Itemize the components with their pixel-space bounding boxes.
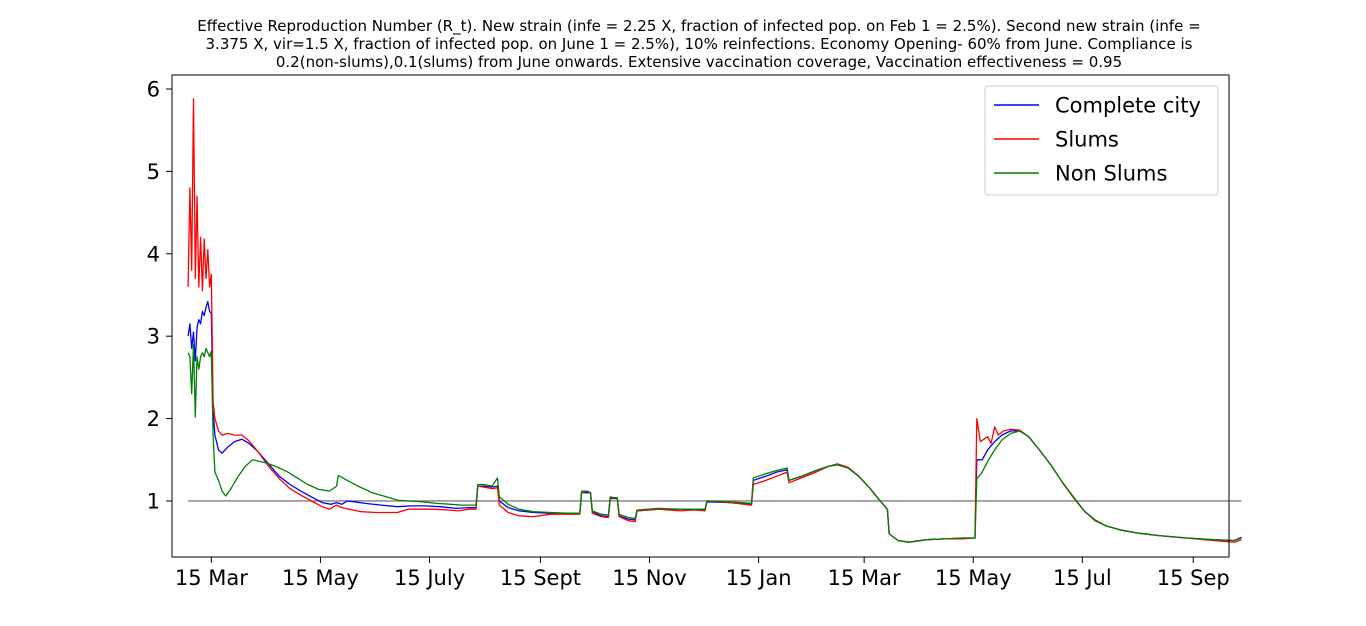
x-tick-label: 15 Jul	[1053, 566, 1112, 590]
title-line-1: Effective Reproduction Number (R_t). New…	[197, 17, 1200, 36]
x-tick-label: 15 Mar	[175, 566, 248, 590]
y-axis: 1 2 3 4 5 6	[147, 78, 172, 513]
x-tick-label: 15 Mar	[828, 566, 901, 590]
x-tick-label: 15 Sept	[500, 566, 581, 590]
y-tick-label: 1	[147, 489, 160, 513]
y-tick-label: 5	[147, 160, 160, 184]
series-layer	[187, 98, 1242, 543]
title-line-3: 0.2(non-slums),0.1(slums) from June onwa…	[276, 53, 1122, 71]
x-tick-label: 15 Nov	[612, 566, 686, 590]
series-line-non-slums	[187, 343, 1242, 543]
x-tick-label: 15 July	[394, 566, 465, 590]
x-tick-label: 15 May	[935, 566, 1012, 590]
y-tick-label: 3	[147, 325, 160, 349]
x-tick-label: 15 May	[282, 566, 359, 590]
x-tick-label: 15 Jan	[726, 566, 792, 590]
y-tick-label: 6	[147, 78, 160, 102]
chart-title: Effective Reproduction Number (R_t). New…	[197, 17, 1200, 71]
legend-label: Slums	[1055, 128, 1119, 152]
series-line-complete-city	[187, 300, 1242, 543]
x-axis: 15 Mar 15 May 15 July 15 Sept 15 Nov 15 Jan 15…	[175, 557, 1230, 590]
plot-frame	[171, 74, 1230, 558]
series-line-slums	[187, 98, 1242, 543]
legend-label: Non Slums	[1055, 162, 1167, 186]
legend-box	[984, 85, 1219, 196]
title-line-2: 3.375 X, vir=1.5 X, fraction of infected…	[206, 35, 1193, 53]
legend: Complete city Slums Non Slums	[984, 85, 1219, 196]
x-tick-label: 15 Sep	[1157, 566, 1230, 590]
y-tick-label: 4	[147, 242, 160, 266]
legend-label: Complete city	[1055, 94, 1201, 118]
y-tick-label: 2	[147, 407, 160, 431]
